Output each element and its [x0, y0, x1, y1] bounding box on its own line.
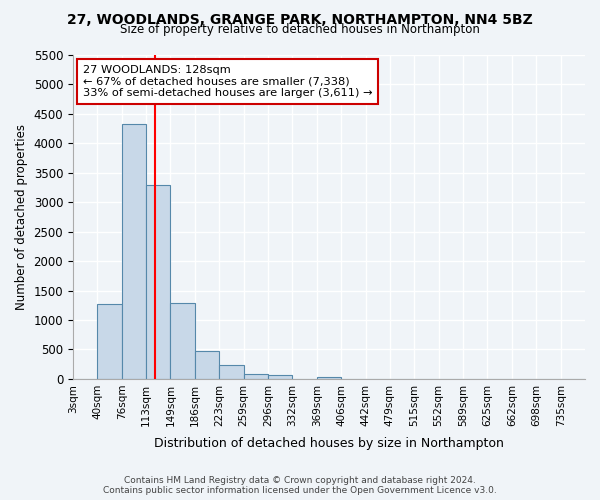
Bar: [268, 376, 292, 379]
Text: Size of property relative to detached houses in Northampton: Size of property relative to detached ho…: [120, 22, 480, 36]
Bar: [170, 303, 195, 379]
Bar: [146, 184, 170, 379]
Bar: [97, 304, 122, 379]
Bar: [244, 374, 268, 379]
Y-axis label: Number of detached properties: Number of detached properties: [15, 124, 28, 310]
Text: Contains HM Land Registry data © Crown copyright and database right 2024.
Contai: Contains HM Land Registry data © Crown c…: [103, 476, 497, 495]
Text: 27, WOODLANDS, GRANGE PARK, NORTHAMPTON, NN4 5BZ: 27, WOODLANDS, GRANGE PARK, NORTHAMPTON,…: [67, 12, 533, 26]
Bar: [317, 376, 341, 379]
Bar: [122, 124, 146, 379]
Bar: [219, 366, 244, 379]
Bar: [195, 351, 219, 379]
X-axis label: Distribution of detached houses by size in Northampton: Distribution of detached houses by size …: [154, 437, 504, 450]
Text: 27 WOODLANDS: 128sqm
← 67% of detached houses are smaller (7,338)
33% of semi-de: 27 WOODLANDS: 128sqm ← 67% of detached h…: [83, 64, 373, 98]
